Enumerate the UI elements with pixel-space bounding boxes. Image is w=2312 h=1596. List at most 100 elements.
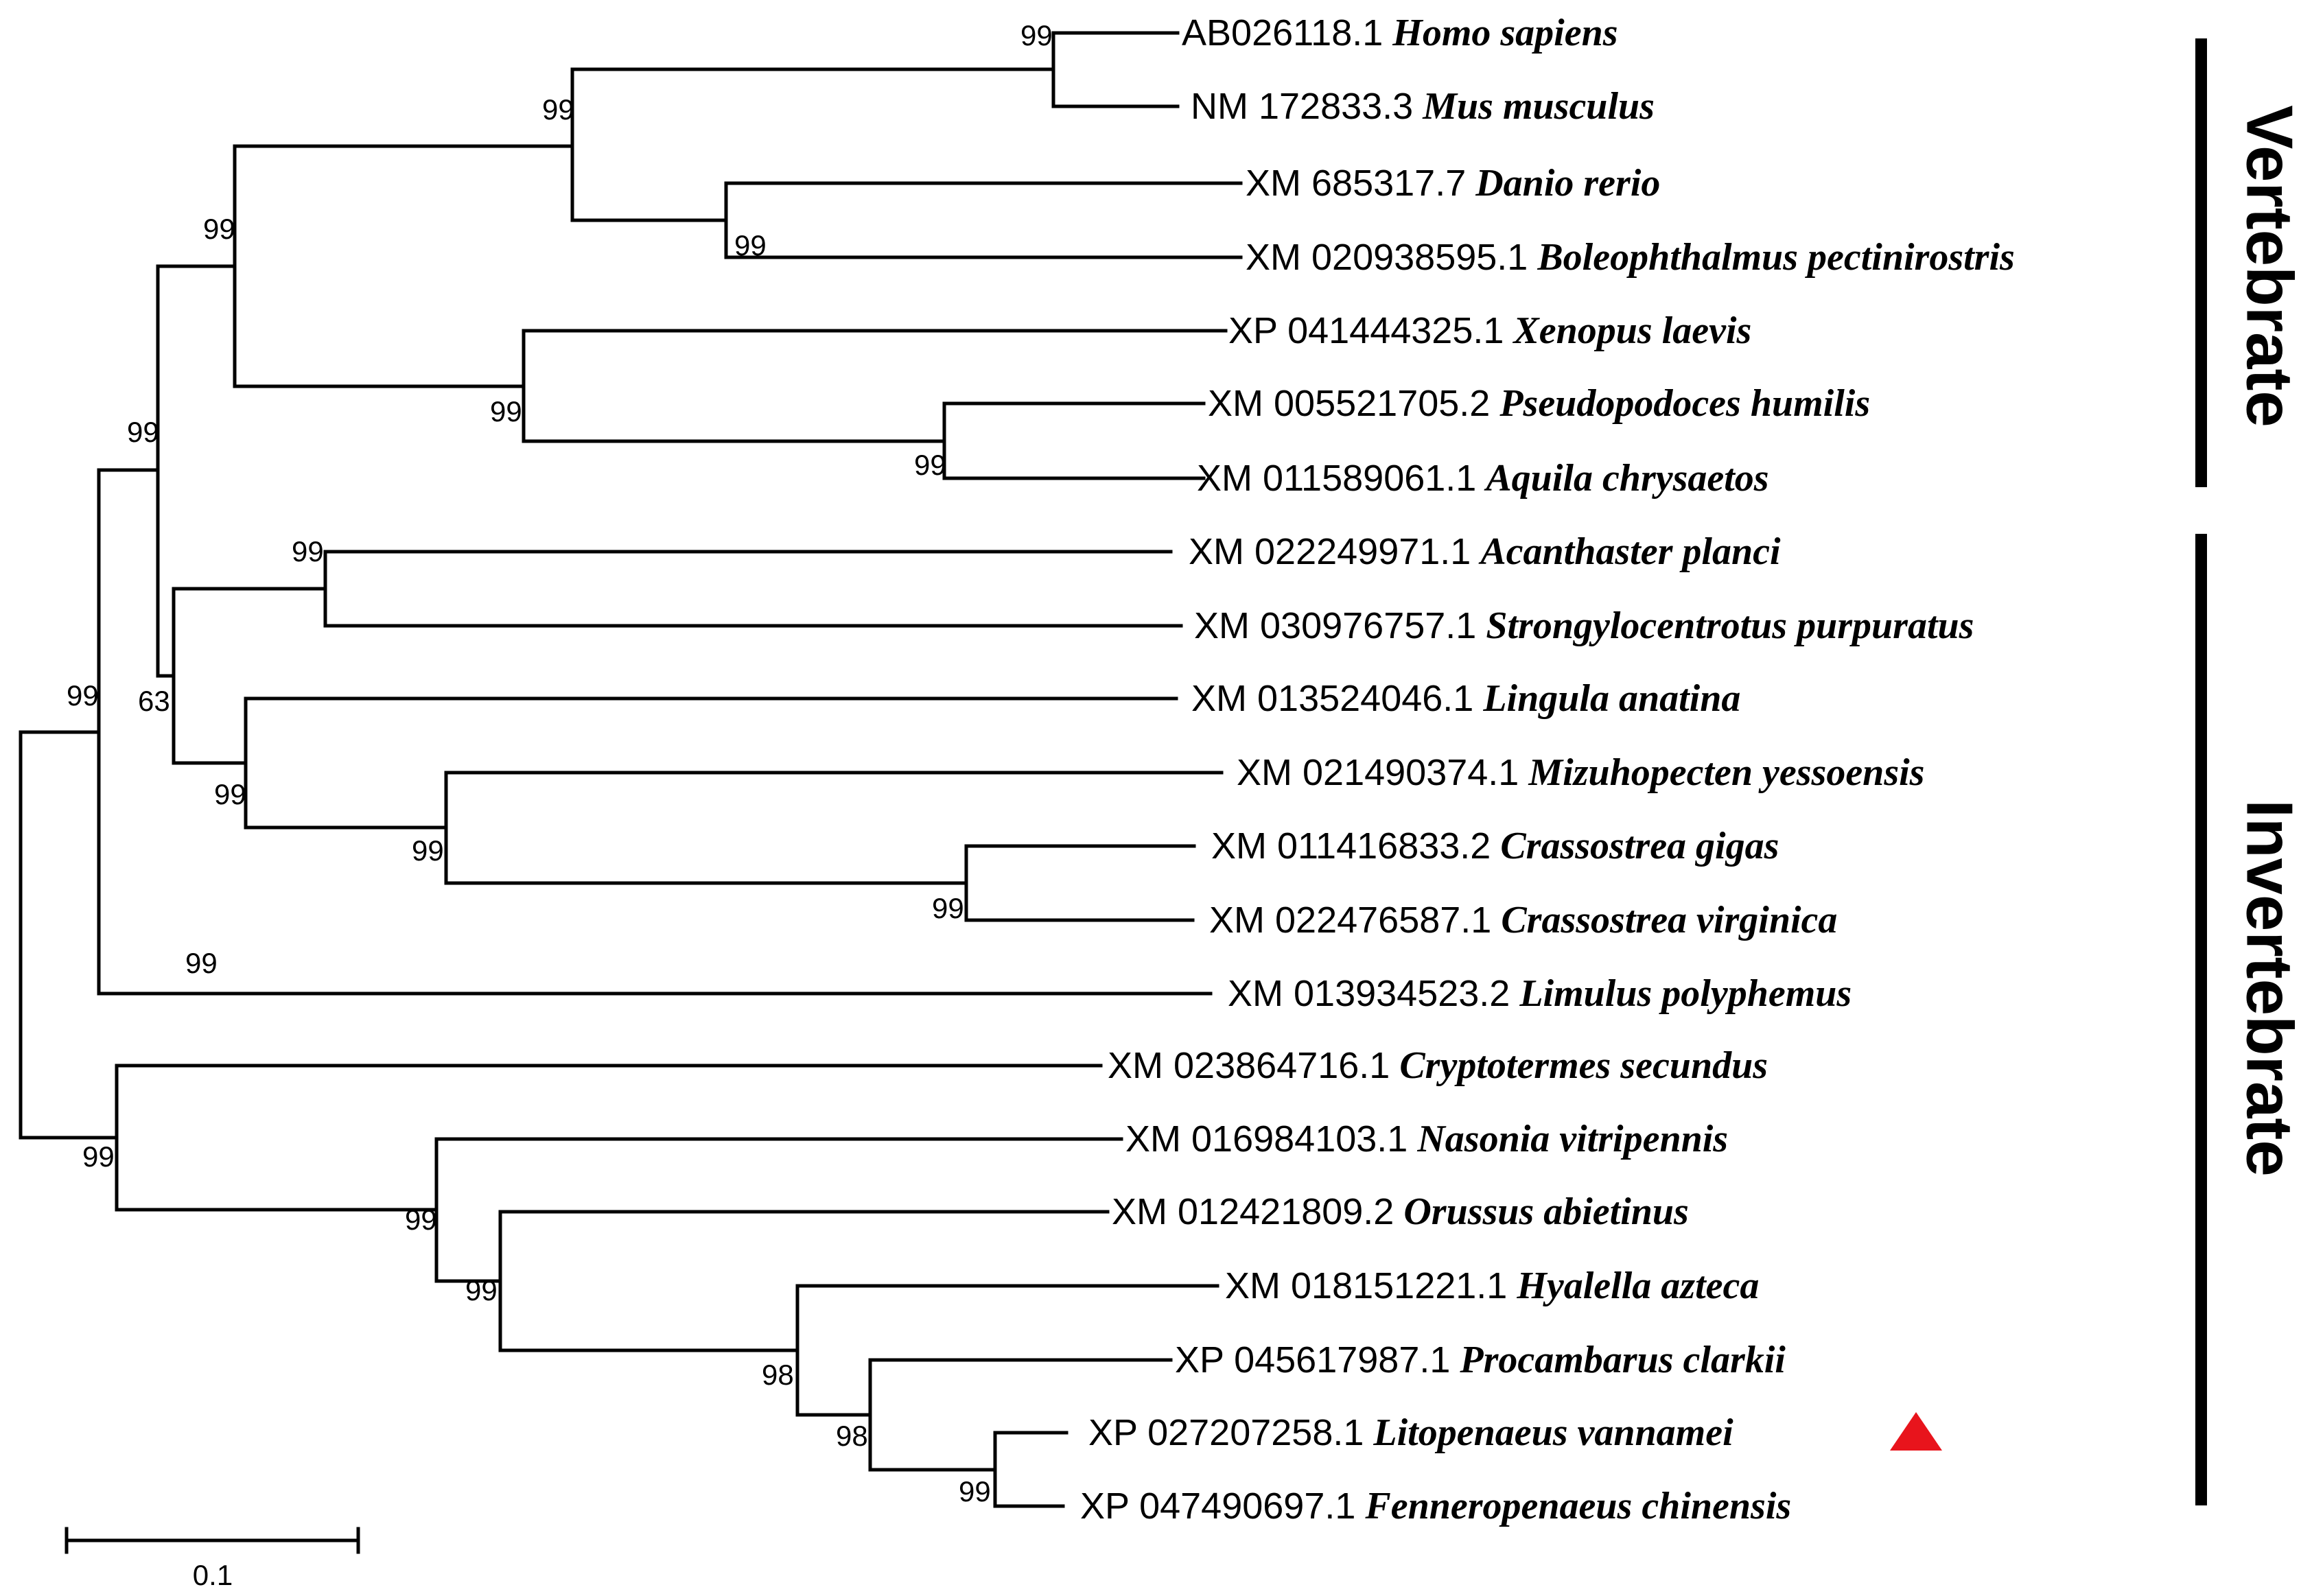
accession-number: XM 011589061.1 <box>1197 458 1476 499</box>
species-name: Procambarus clarkii <box>1459 1339 1786 1381</box>
species-name: Acanthaster planci <box>1478 530 1781 573</box>
vertebrate-bracket <box>2195 38 2207 487</box>
branch <box>942 401 1206 480</box>
taxon-label: XM 030976757.1 Strongylocentrotus purpura… <box>1194 605 1974 647</box>
species-name: Aquila chrysaetos <box>1484 457 1768 500</box>
scale-bar-label: 0.1 <box>193 1559 233 1591</box>
bootstrap-value: 99 <box>203 213 235 245</box>
highlight-triangle-icon <box>1890 1412 1942 1451</box>
bootstrap-value: 98 <box>836 1420 868 1452</box>
branch <box>964 844 1196 922</box>
accession-number: XM 030976757.1 <box>1194 605 1476 646</box>
taxon-label: XM 023864716.1 Cryptotermes secundus <box>1108 1044 1768 1087</box>
bootstrap-value: 99 <box>127 416 159 448</box>
taxon-label: XM 012421809.2 Orussus abietinus <box>1112 1190 1689 1233</box>
species-name: Lingula anatina <box>1482 677 1740 720</box>
accession-number: NM 172833.3 <box>1191 86 1413 127</box>
taxon-label: AB026118.1 Homo sapiens <box>1182 12 1618 54</box>
invertebrate-bracket <box>2195 534 2207 1505</box>
bootstrap-value: 99 <box>82 1140 115 1173</box>
taxon-label: XM 011589061.1 Aquila chrysaetos <box>1197 457 1769 500</box>
branch <box>244 696 1178 830</box>
branch <box>570 67 1055 222</box>
taxon-label: XM 013934523.2 Limulus polyphemus <box>1228 972 1852 1015</box>
species-name: Fenneropenaeus chinensis <box>1364 1485 1791 1527</box>
scale-bar: 0.1 <box>65 1527 360 1591</box>
species-name: Mus musculus <box>1422 85 1655 128</box>
taxon-label: XM 016984103.1 Nasonia vitripennis <box>1125 1118 1728 1160</box>
bootstrap-value: 98 <box>762 1359 794 1391</box>
branch <box>172 587 327 765</box>
bootstrap-value: 99 <box>67 679 99 712</box>
species-name: Hyalella azteca <box>1516 1265 1759 1307</box>
species-name: Boleophthalmus pectinirostris <box>1537 236 2015 279</box>
group-label-invertebrate: Invertebrate <box>2233 799 2307 1177</box>
taxon-label: XM 018151221.1 Hyalella azteca <box>1225 1265 1759 1307</box>
branch <box>97 468 1213 996</box>
bootstrap-value: 99 <box>292 535 324 567</box>
species-name: Strongylocentrotus purpuratus <box>1486 605 1974 647</box>
bootstrap-value: 99 <box>412 834 444 867</box>
bootstrap-value: 99 <box>465 1274 498 1306</box>
accession-number: XM 021490374.1 <box>1237 752 1519 793</box>
taxon-label: XM 005521705.2 Pseudopodoces humilis <box>1208 382 1870 425</box>
accession-number: XM 016984103.1 <box>1125 1118 1408 1160</box>
taxon-label: XP 041444325.1 Xenopus laevis <box>1228 309 1751 352</box>
species-name: Crassostrea gigas <box>1500 825 1779 867</box>
species-name: Xenopus laevis <box>1512 309 1751 352</box>
accession-number: XP 047490697.1 <box>1080 1486 1355 1527</box>
branch <box>498 1210 1110 1352</box>
accession-number: XM 023864716.1 <box>1108 1045 1390 1086</box>
branch <box>724 181 1243 259</box>
species-name: Orussus abietinus <box>1403 1190 1689 1233</box>
bootstrap-value: 99 <box>734 229 767 261</box>
bootstrap-value: 99 <box>1020 19 1053 51</box>
taxon-label: XM 020938595.1 Boleophthalmus pectinirost… <box>1246 236 2015 279</box>
bootstrap-value: 99 <box>932 892 964 924</box>
branch <box>993 1431 1069 1508</box>
taxon-labels: AB026118.1 Homo sapiens NM 172833.3 Mus mus… <box>1080 12 2015 1527</box>
species-name: Litopenaeus vannamei <box>1373 1411 1733 1454</box>
species-name: Pseudopodoces humilis <box>1499 382 1870 425</box>
accession-number: XM 013524046.1 <box>1191 678 1473 719</box>
bootstrap-value: 99 <box>959 1475 991 1507</box>
taxon-label: XP 027207258.1 Litopenaeus vannamei <box>1088 1411 1733 1454</box>
bootstrap-value: 99 <box>405 1204 437 1236</box>
accession-number: XP 027207258.1 <box>1088 1412 1364 1453</box>
taxon-label: XM 013524046.1 Lingula anatina <box>1191 677 1740 720</box>
accession-number: XM 013934523.2 <box>1228 973 1510 1014</box>
bootstrap-value: 99 <box>914 449 946 481</box>
accession-number: AB026118.1 <box>1182 12 1383 54</box>
species-name: Mizuhopecten yessoensis <box>1528 751 1924 794</box>
bootstrap-value: 99 <box>214 778 246 810</box>
bootstrap-value: 99 <box>490 395 522 427</box>
branch <box>444 771 1224 885</box>
bootstrap-value: 63 <box>138 685 170 717</box>
taxon-label: XP 047490697.1 Fenneropenaeus chinensis <box>1080 1485 1791 1527</box>
taxon-label: XP 045617987.1 Procambarus clarkii <box>1175 1339 1786 1381</box>
accession-number: XM 020938595.1 <box>1246 237 1528 278</box>
branch <box>233 144 574 388</box>
branch <box>795 1284 1219 1417</box>
branch <box>156 264 237 678</box>
species-name: Danio rerio <box>1475 162 1660 204</box>
taxon-label: XM 011416833.2 Crassostrea gigas <box>1211 825 1779 867</box>
bootstrap-value: 99 <box>185 947 218 979</box>
species-name: Limulus polyphemus <box>1519 972 1852 1015</box>
species-name: Cryptotermes secundus <box>1399 1044 1768 1087</box>
taxon-label: XM 022249971.1 Acanthaster planci <box>1189 530 1781 573</box>
accession-number: XP 041444325.1 <box>1228 310 1504 351</box>
branch <box>522 329 1228 443</box>
accession-number: XM 022249971.1 <box>1189 531 1471 572</box>
branch <box>323 550 1183 628</box>
accession-number: XM 005521705.2 <box>1208 383 1490 424</box>
accession-number: XM 018151221.1 <box>1225 1265 1507 1306</box>
species-name: Homo sapiens <box>1392 12 1618 54</box>
group-label-vertebrate: Vertebrate <box>2233 105 2307 427</box>
accession-number: XP 045617987.1 <box>1175 1339 1450 1381</box>
accession-number: XM 011416833.2 <box>1211 825 1491 867</box>
species-name: Nasonia vitripennis <box>1416 1118 1728 1160</box>
bootstrap-value: 99 <box>542 93 574 126</box>
taxon-label: XM 022476587.1 Crassostrea virginica <box>1209 899 1837 941</box>
